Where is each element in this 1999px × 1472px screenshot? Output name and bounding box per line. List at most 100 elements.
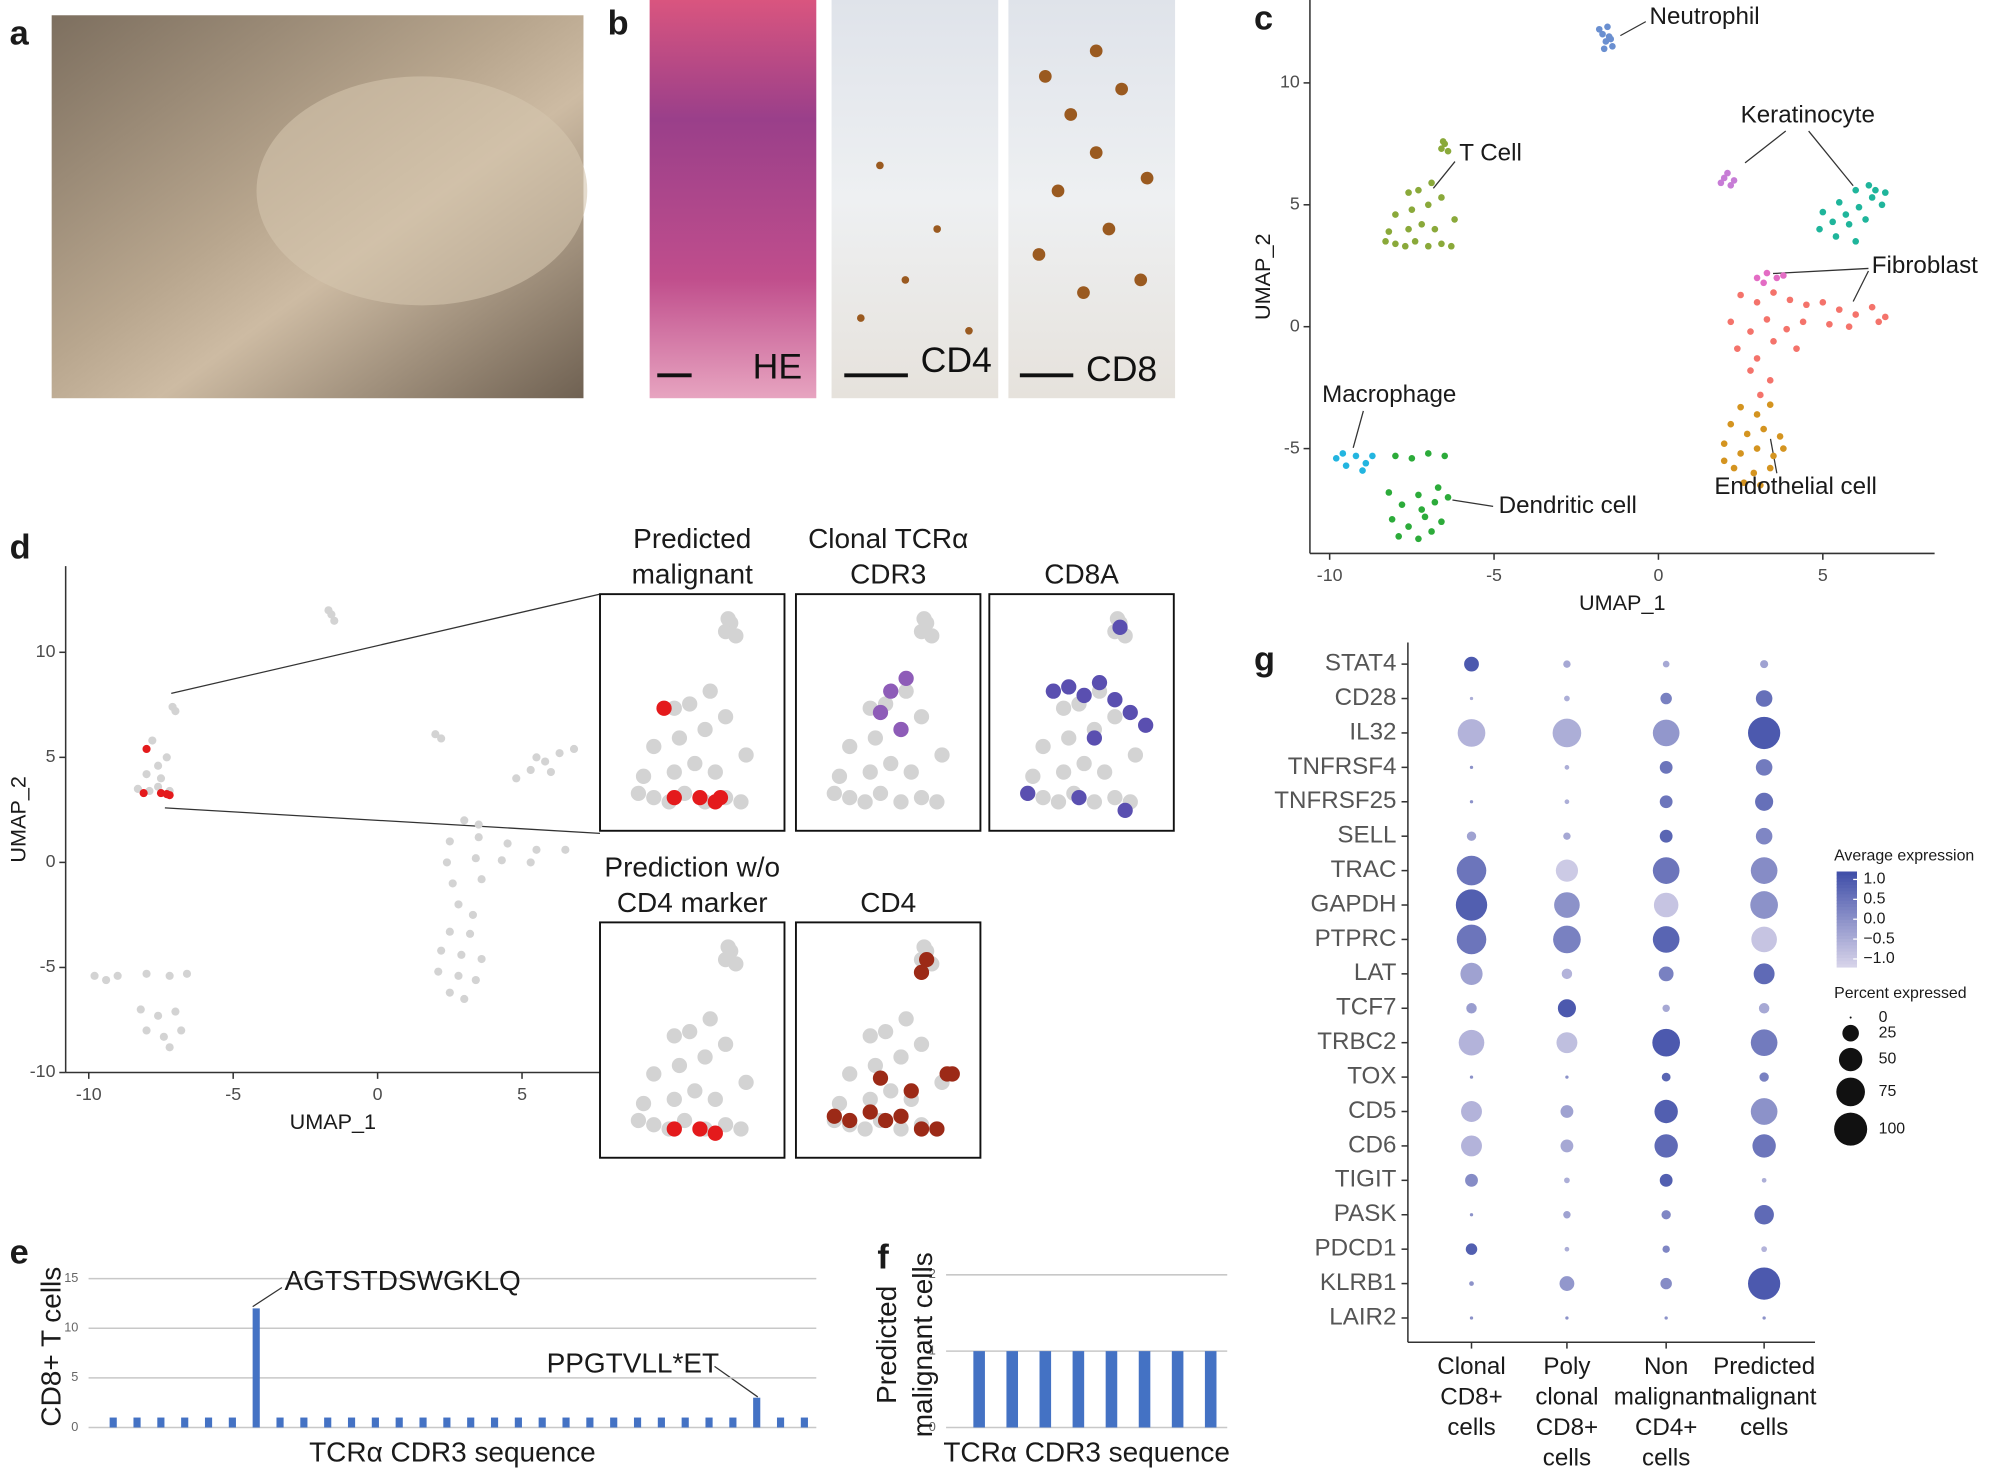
data-point <box>1780 445 1787 452</box>
data-point <box>1415 186 1422 194</box>
data-point <box>1405 225 1412 233</box>
data-point <box>1875 318 1883 326</box>
y-tick-label: 0 <box>1290 315 1300 335</box>
bar <box>467 1417 475 1428</box>
dot <box>1660 692 1672 705</box>
dot <box>1659 829 1673 843</box>
data-point <box>1773 274 1781 282</box>
bar <box>633 1417 642 1428</box>
inset-point <box>635 1095 652 1112</box>
inset-point <box>883 755 899 772</box>
y-tick-label: 1 <box>929 1342 936 1357</box>
data-point <box>1737 403 1744 411</box>
data-point <box>1398 501 1406 508</box>
inset-highlight <box>1112 619 1128 635</box>
bar <box>204 1417 213 1428</box>
dot <box>1553 925 1581 954</box>
data-point <box>1352 452 1360 460</box>
dot <box>1761 1246 1767 1253</box>
data-point <box>1753 299 1761 306</box>
data-point <box>1730 464 1738 472</box>
inset-point <box>738 1074 754 1091</box>
bar <box>347 1417 356 1428</box>
dot <box>1661 1210 1671 1220</box>
inset-point <box>1076 755 1092 772</box>
inset-point <box>1055 700 1072 716</box>
column-label: cells <box>1447 1414 1495 1441</box>
column-label: Non <box>1644 1353 1688 1380</box>
legend-label: 100 <box>1879 1120 1906 1137</box>
data-point <box>445 837 454 846</box>
dot <box>1564 1246 1570 1252</box>
y-tick-label: 5 <box>71 1369 78 1384</box>
inset-highlight <box>1076 687 1092 704</box>
inset-point <box>924 628 940 644</box>
colorbar-step <box>1836 931 1858 936</box>
data-point <box>474 833 483 842</box>
inset-point <box>676 1112 693 1129</box>
data-point <box>1600 45 1608 53</box>
inset-point <box>867 730 883 746</box>
data-point <box>442 858 451 867</box>
legend-label: 1.0 <box>1863 871 1885 888</box>
column-label: malignant <box>1614 1384 1719 1411</box>
dot <box>1456 924 1487 955</box>
column-label: cells <box>1642 1445 1690 1472</box>
x-tick-label: -5 <box>225 1084 241 1104</box>
inset-point <box>831 768 848 784</box>
gene-label: PASK <box>1334 1200 1397 1227</box>
data-point <box>1737 291 1744 299</box>
data-point <box>1734 345 1741 352</box>
inset-point <box>728 956 744 972</box>
data-point <box>330 616 339 625</box>
panel-label: g <box>1254 641 1275 679</box>
data-point <box>1438 240 1445 248</box>
data-point <box>1604 23 1611 31</box>
data-point <box>162 790 171 799</box>
dot <box>1563 832 1571 840</box>
data-point <box>1424 242 1432 250</box>
data-point <box>1382 238 1389 245</box>
data-point <box>1872 186 1879 194</box>
data-point <box>1438 194 1445 201</box>
inset-highlight <box>862 1104 878 1120</box>
data-point <box>1819 208 1827 216</box>
annotation: Dendritic cell <box>1499 492 1637 519</box>
legend-label: 0.0 <box>1863 910 1885 927</box>
dot <box>1654 1099 1678 1124</box>
inset-highlight <box>913 1121 930 1137</box>
colorbar-step <box>1836 922 1858 927</box>
inset-point <box>1061 730 1077 746</box>
inset-point <box>916 611 932 627</box>
dot <box>1750 857 1778 884</box>
y-tick-label: 10 <box>36 641 56 661</box>
photo-he <box>649 0 817 399</box>
colorbar-step <box>1836 957 1858 962</box>
y-tick-label: 10 <box>1280 72 1300 92</box>
bar <box>109 1417 117 1428</box>
data-point <box>532 845 541 854</box>
colorbar-step <box>1836 919 1858 924</box>
inset-point <box>826 785 842 801</box>
gene-label: IL32 <box>1349 718 1396 745</box>
y-axis-label: malignant cells <box>907 1252 938 1437</box>
dot <box>1755 792 1774 811</box>
inset-point <box>707 1091 723 1107</box>
inset-point <box>666 1028 682 1044</box>
inset-point <box>697 1049 713 1065</box>
inset-point <box>1035 789 1051 806</box>
dot <box>1564 765 1570 770</box>
inset-point <box>717 1117 734 1133</box>
data-point <box>1750 469 1758 477</box>
dot <box>1760 660 1769 669</box>
data-point <box>324 606 333 615</box>
dot <box>1565 1316 1569 1320</box>
gene-label: TOX <box>1347 1062 1396 1089</box>
column-label: Poly <box>1543 1353 1591 1380</box>
inset-point <box>872 785 889 801</box>
legend-label: 0 <box>1879 1009 1888 1026</box>
dot <box>1753 963 1775 985</box>
legend-label: 50 <box>1879 1051 1897 1068</box>
y-tick-label: -5 <box>40 956 56 976</box>
inset-title: Clonal TCRα <box>808 523 968 554</box>
